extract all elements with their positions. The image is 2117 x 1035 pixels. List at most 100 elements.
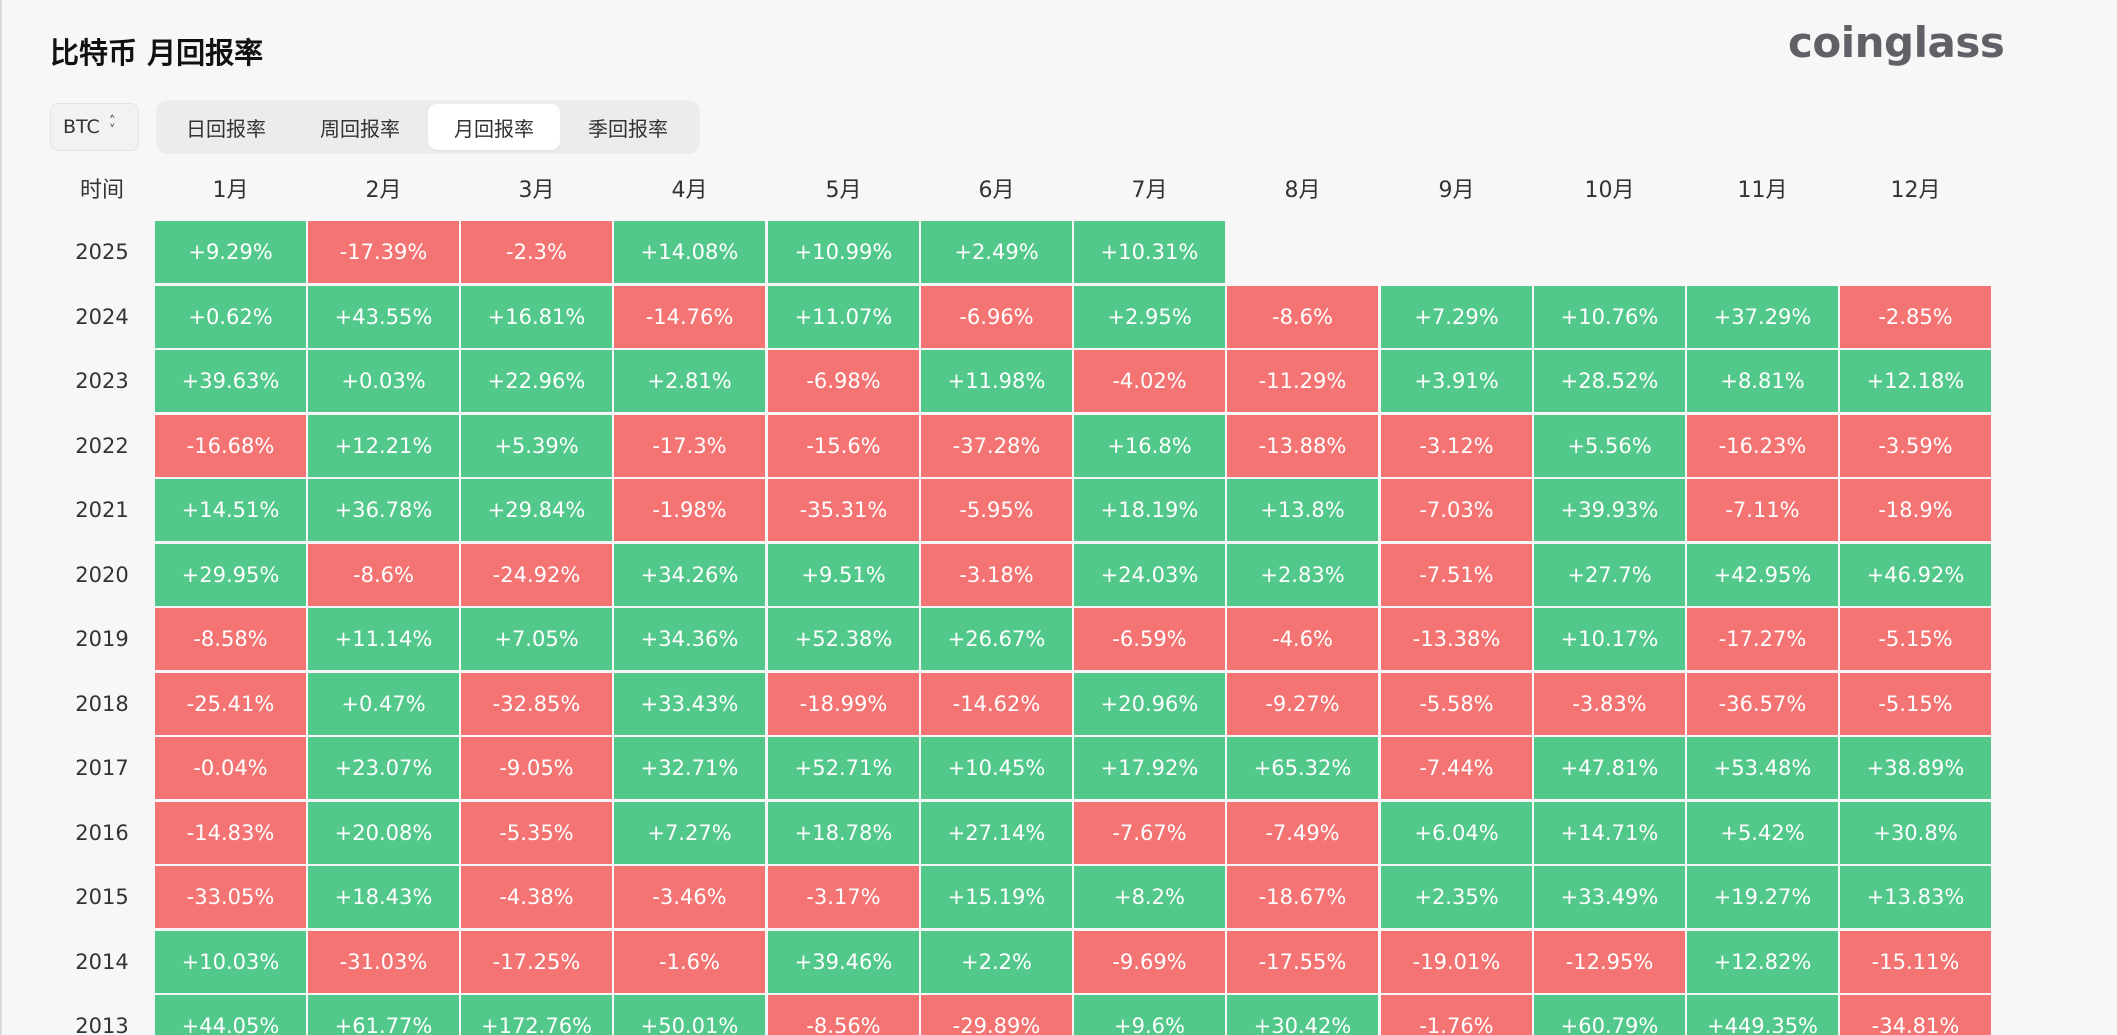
return-cell[interactable]: +2.81% — [614, 350, 765, 412]
return-cell[interactable]: -9.05% — [461, 737, 612, 799]
return-cell[interactable]: +172.76% — [461, 995, 612, 1035]
return-cell[interactable]: -14.76% — [614, 285, 765, 348]
return-cell[interactable]: +2.2% — [921, 930, 1072, 993]
return-cell[interactable]: +10.45% — [921, 737, 1072, 799]
return-cell[interactable]: -17.25% — [461, 930, 612, 993]
return-cell[interactable]: -17.3% — [614, 414, 765, 477]
return-cell[interactable]: -14.62% — [921, 672, 1072, 735]
return-cell[interactable]: -3.83% — [1534, 672, 1685, 735]
return-cell[interactable]: -7.11% — [1687, 479, 1838, 541]
return-cell[interactable]: +0.62% — [155, 285, 306, 348]
return-cell[interactable]: -19.01% — [1381, 930, 1532, 993]
return-cell[interactable]: +0.03% — [308, 350, 459, 412]
return-cell[interactable]: -25.41% — [155, 672, 306, 735]
return-cell[interactable]: +10.17% — [1534, 608, 1685, 670]
return-cell[interactable]: +10.99% — [768, 221, 919, 283]
return-cell[interactable]: +5.56% — [1534, 414, 1685, 477]
tab-weekly-return[interactable]: 周回报率 — [320, 116, 400, 141]
return-cell[interactable]: +12.18% — [1840, 350, 1991, 412]
return-cell[interactable]: -37.28% — [921, 414, 1072, 477]
return-cell[interactable]: -9.27% — [1227, 672, 1378, 735]
return-cell[interactable]: -8.6% — [1227, 285, 1378, 348]
return-cell[interactable]: +2.35% — [1381, 866, 1532, 928]
return-cell[interactable]: +19.27% — [1687, 866, 1838, 928]
return-cell[interactable]: +61.77% — [308, 995, 459, 1035]
return-cell[interactable]: -2.3% — [461, 221, 612, 283]
return-cell[interactable]: +50.01% — [614, 995, 765, 1035]
return-cell[interactable]: +449.35% — [1687, 995, 1838, 1035]
return-cell[interactable]: +47.81% — [1534, 737, 1685, 799]
return-cell[interactable]: -5.58% — [1381, 672, 1532, 735]
return-cell[interactable]: -13.38% — [1381, 608, 1532, 670]
return-cell[interactable]: -17.39% — [308, 221, 459, 283]
return-cell[interactable]: -3.12% — [1381, 414, 1532, 477]
return-cell[interactable]: +52.71% — [768, 737, 919, 799]
return-cell[interactable]: -4.38% — [461, 866, 612, 928]
return-cell[interactable]: +9.6% — [1074, 995, 1225, 1035]
return-cell[interactable]: +9.51% — [768, 543, 919, 606]
return-cell[interactable]: -18.9% — [1840, 479, 1991, 541]
return-cell[interactable]: +0.47% — [308, 672, 459, 735]
return-cell[interactable]: -13.88% — [1227, 414, 1378, 477]
return-cell[interactable]: +23.07% — [308, 737, 459, 799]
return-cell[interactable]: -1.98% — [614, 479, 765, 541]
return-cell[interactable]: +15.19% — [921, 866, 1072, 928]
return-cell[interactable]: +43.55% — [308, 285, 459, 348]
return-cell[interactable]: +39.63% — [155, 350, 306, 412]
return-cell[interactable]: +20.96% — [1074, 672, 1225, 735]
return-cell[interactable]: +24.03% — [1074, 543, 1225, 606]
return-cell[interactable]: +7.05% — [461, 608, 612, 670]
return-cell[interactable]: +27.7% — [1534, 543, 1685, 606]
return-cell[interactable]: -24.92% — [461, 543, 612, 606]
return-cell[interactable]: +52.38% — [768, 608, 919, 670]
return-cell[interactable]: +11.07% — [768, 285, 919, 348]
return-cell[interactable]: +8.81% — [1687, 350, 1838, 412]
return-cell[interactable]: +60.79% — [1534, 995, 1685, 1035]
return-cell[interactable]: +17.92% — [1074, 737, 1225, 799]
return-cell[interactable]: -18.99% — [768, 672, 919, 735]
return-cell[interactable]: -3.17% — [768, 866, 919, 928]
return-cell[interactable]: +27.14% — [921, 801, 1072, 864]
return-cell[interactable]: -3.18% — [921, 543, 1072, 606]
return-cell[interactable]: +6.04% — [1381, 801, 1532, 864]
return-cell[interactable]: -5.35% — [461, 801, 612, 864]
return-cell[interactable]: +7.29% — [1381, 285, 1532, 348]
return-cell[interactable]: -8.56% — [768, 995, 919, 1035]
return-cell[interactable]: +22.96% — [461, 350, 612, 412]
return-cell[interactable]: -7.03% — [1381, 479, 1532, 541]
return-cell[interactable]: +12.82% — [1687, 930, 1838, 993]
return-cell[interactable]: -29.89% — [921, 995, 1072, 1035]
return-cell[interactable]: -7.44% — [1381, 737, 1532, 799]
return-cell[interactable]: +65.32% — [1227, 737, 1378, 799]
return-cell[interactable]: -6.59% — [1074, 608, 1225, 670]
return-cell[interactable]: -16.68% — [155, 414, 306, 477]
return-cell[interactable]: -18.67% — [1227, 866, 1378, 928]
return-cell[interactable]: -17.27% — [1687, 608, 1838, 670]
return-cell[interactable]: -8.6% — [308, 543, 459, 606]
return-cell[interactable]: +2.95% — [1074, 285, 1225, 348]
return-cell[interactable]: +20.08% — [308, 801, 459, 864]
return-cell[interactable]: +2.83% — [1227, 543, 1378, 606]
return-cell[interactable]: +13.8% — [1227, 479, 1378, 541]
return-cell[interactable]: -12.95% — [1534, 930, 1685, 993]
return-cell[interactable]: +37.29% — [1687, 285, 1838, 348]
return-cell[interactable]: +34.26% — [614, 543, 765, 606]
return-cell[interactable]: +30.8% — [1840, 801, 1991, 864]
return-cell[interactable]: -15.6% — [768, 414, 919, 477]
return-cell[interactable]: +13.83% — [1840, 866, 1991, 928]
tab-monthly-return[interactable]: 月回报率 — [428, 104, 560, 150]
return-cell[interactable]: -15.11% — [1840, 930, 1991, 993]
return-cell[interactable]: -31.03% — [308, 930, 459, 993]
return-cell[interactable]: +30.42% — [1227, 995, 1378, 1035]
return-cell[interactable]: +34.36% — [614, 608, 765, 670]
return-cell[interactable]: -7.49% — [1227, 801, 1378, 864]
return-cell[interactable]: +26.67% — [921, 608, 1072, 670]
return-cell[interactable]: +14.51% — [155, 479, 306, 541]
return-cell[interactable]: +18.43% — [308, 866, 459, 928]
return-cell[interactable]: +16.81% — [461, 285, 612, 348]
return-cell[interactable]: +33.49% — [1534, 866, 1685, 928]
return-cell[interactable]: -5.15% — [1840, 608, 1991, 670]
return-cell[interactable]: +39.93% — [1534, 479, 1685, 541]
return-cell[interactable]: -6.98% — [768, 350, 919, 412]
return-cell[interactable]: +33.43% — [614, 672, 765, 735]
